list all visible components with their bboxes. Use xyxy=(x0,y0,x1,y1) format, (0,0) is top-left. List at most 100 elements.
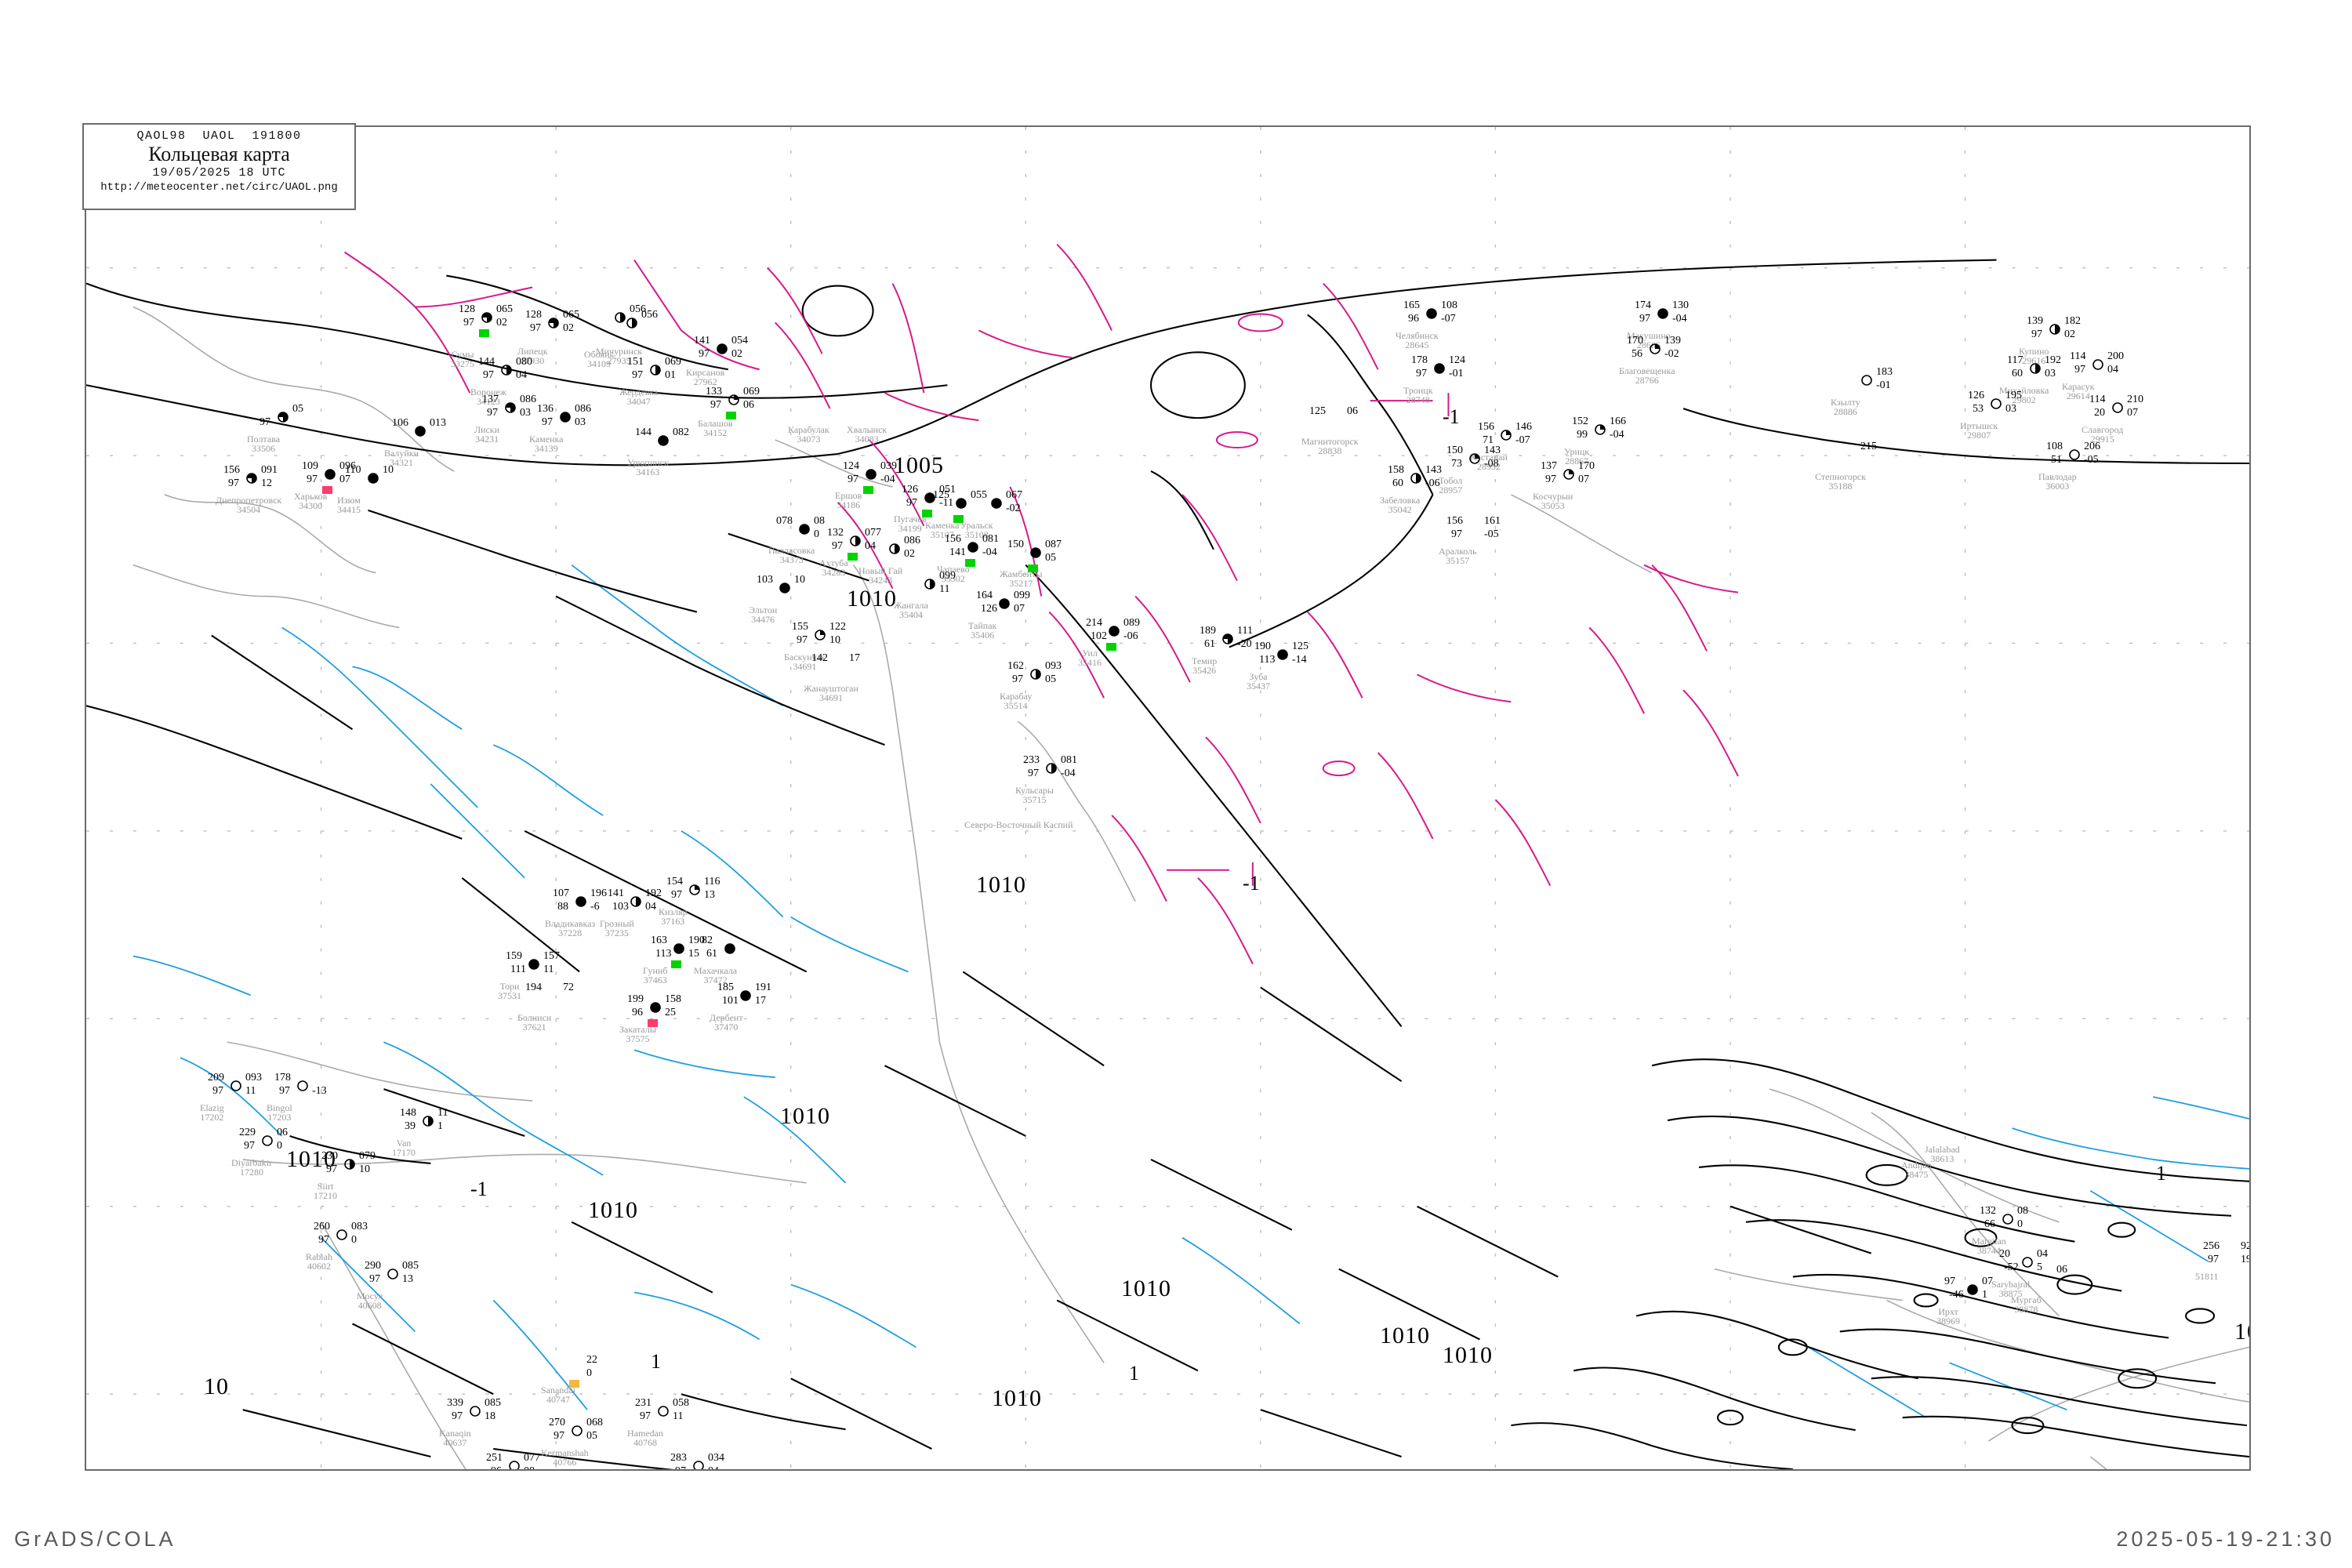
cloud-cover-symbol xyxy=(278,412,289,423)
station-dewpoint: 39 xyxy=(405,1120,416,1132)
cloud-cover-symbol xyxy=(509,1461,520,1469)
station-pressure: 089 xyxy=(1123,617,1140,629)
station-pressure-tendency: 10 xyxy=(829,634,840,646)
station-temperature: 154 xyxy=(666,876,683,887)
station-city-name: Лиски xyxy=(474,424,500,435)
station-pressure: 083 xyxy=(351,1221,368,1232)
station-city-name: Каменка xyxy=(925,520,960,531)
station-pressure: 055 xyxy=(971,489,987,501)
station-temperature: 339 xyxy=(447,1397,463,1409)
cloud-cover-symbol xyxy=(230,1080,241,1091)
station-dewpoint: 61 xyxy=(706,948,717,960)
station-pressure: 10 xyxy=(794,574,805,586)
station-pressure: 034 xyxy=(708,1452,724,1464)
station-wmo-id: 34139 xyxy=(534,443,558,454)
cloud-cover-symbol xyxy=(889,543,900,554)
station-wmo-id: 27962 xyxy=(693,376,717,387)
cloud-cover-icon xyxy=(469,1405,481,1421)
station-pressure: 11 xyxy=(437,1107,448,1119)
station-name-label: Обоянь 34109 xyxy=(584,350,614,368)
station-name-label: Ахтуба 34283 xyxy=(819,558,848,577)
cloud-cover-icon xyxy=(367,472,379,488)
station-temperature: 128 xyxy=(525,309,542,321)
station-pressure: 122 xyxy=(829,621,846,633)
station-city-name: Павлодар xyxy=(2038,471,2077,482)
station-dewpoint: 97 xyxy=(279,1085,290,1097)
cloud-cover-symbol xyxy=(481,312,492,323)
rivers-lakes xyxy=(132,564,2249,1418)
station-pressure: 22 xyxy=(586,1354,597,1366)
station-pressure: 065 xyxy=(563,309,579,321)
station-city-name: Воронеж xyxy=(470,387,507,397)
station-city-name: Аралколь xyxy=(1439,546,1477,557)
station-city-name: Тобол xyxy=(1439,475,1463,486)
station-wmo-id: 28666 xyxy=(1636,339,1661,350)
cloud-cover-symbol xyxy=(344,1159,355,1170)
station-dewpoint: 97 xyxy=(1012,673,1023,685)
station-name-label: Новый Гай 34243 xyxy=(858,566,902,585)
cloud-cover-symbol xyxy=(387,1269,398,1279)
station-dewpoint: 113 xyxy=(1259,654,1276,666)
station-temperature: 128 xyxy=(459,303,475,315)
station-name-label: Урицк 28867 xyxy=(1564,447,1589,466)
cloud-cover-symbol xyxy=(2069,449,2080,460)
cloud-cover-symbol xyxy=(1030,669,1041,680)
station-wmo-id: 37470 xyxy=(714,1022,739,1033)
cloud-cover-icon xyxy=(277,411,289,427)
station-pressure-tendency: -04 xyxy=(1610,429,1624,441)
station-dewpoint: 97 xyxy=(832,540,843,552)
station-temperature: 078 xyxy=(776,515,793,527)
station-wmo-id: 37531 xyxy=(498,990,521,1001)
present-weather-flag xyxy=(922,510,932,517)
cloud-cover-icon xyxy=(814,629,826,645)
station-pressure-tendency: 5 xyxy=(2037,1261,2042,1273)
station-pressure-tendency: -04 xyxy=(1672,313,1687,325)
station-pressure-tendency: 11 xyxy=(673,1410,684,1422)
station-pressure-tendency: 11 xyxy=(939,583,950,595)
station-name-label: Степногорск 35188 xyxy=(1815,472,1866,491)
present-weather-flag xyxy=(671,960,681,968)
station-pressure: 124 xyxy=(1449,354,1465,366)
station-pressure-tendency: 07 xyxy=(2127,407,2138,419)
station-pressure: 17 xyxy=(849,652,860,664)
cloud-cover-icon xyxy=(2111,401,2124,418)
station-name-label: Лиски 34231 xyxy=(474,425,499,444)
station-dewpoint: 101 xyxy=(722,995,739,1007)
station-city-name: Diyarbakir xyxy=(231,1157,272,1168)
cloud-cover-symbol xyxy=(1426,308,1437,319)
station-temperature: 156 xyxy=(1478,421,1494,433)
cloud-cover-icon xyxy=(1045,762,1058,779)
station-city-name: Ершов xyxy=(835,490,862,501)
station-name-label: 51811 xyxy=(2195,1272,2219,1281)
map-canvas xyxy=(86,127,2249,1469)
station-name-label: Тайпак 35406 xyxy=(968,621,996,640)
station-name-label: Грозный 37235 xyxy=(600,919,634,938)
station-name-label: Сумы 33275 xyxy=(451,350,474,368)
station-dewpoint: 61 xyxy=(1204,638,1215,650)
station-pressure: 200 xyxy=(2107,350,2124,362)
station-pressure: 05 xyxy=(292,403,303,415)
station-dewpoint: 141 xyxy=(949,546,966,558)
isallobar-label: 1 xyxy=(2156,1162,2166,1185)
station-wmo-id: 34083 xyxy=(855,434,879,445)
station-temperature: 156 xyxy=(223,464,240,476)
station-dewpoint: 103 xyxy=(612,901,629,913)
station-dewpoint: 96 xyxy=(1408,313,1419,325)
cloud-cover-symbol xyxy=(626,318,637,328)
cloud-cover-symbol xyxy=(866,469,877,480)
station-dewpoint: 97 xyxy=(675,1465,686,1469)
cloud-cover-symbol xyxy=(1434,363,1445,374)
station-wmo-id: 34163 xyxy=(636,466,660,477)
station-wmo-id: 35053 xyxy=(1541,500,1565,511)
station-temperature: 132 xyxy=(827,527,844,539)
cloud-cover-icon xyxy=(1500,429,1512,445)
station-pressure-tendency: 02 xyxy=(904,548,915,560)
station-name-label: Карасук 29614 xyxy=(2062,382,2095,401)
station-city-name: Kanaqin xyxy=(439,1428,471,1439)
station-pressure: 093 xyxy=(1045,660,1062,672)
station-name-label: Kanaqin 40637 xyxy=(439,1428,471,1447)
station-temperature: 125 xyxy=(933,489,949,501)
station-name-label: Мосул 40608 xyxy=(357,1291,383,1310)
cloud-cover-icon xyxy=(500,364,513,380)
cloud-cover-symbol xyxy=(423,1116,434,1127)
